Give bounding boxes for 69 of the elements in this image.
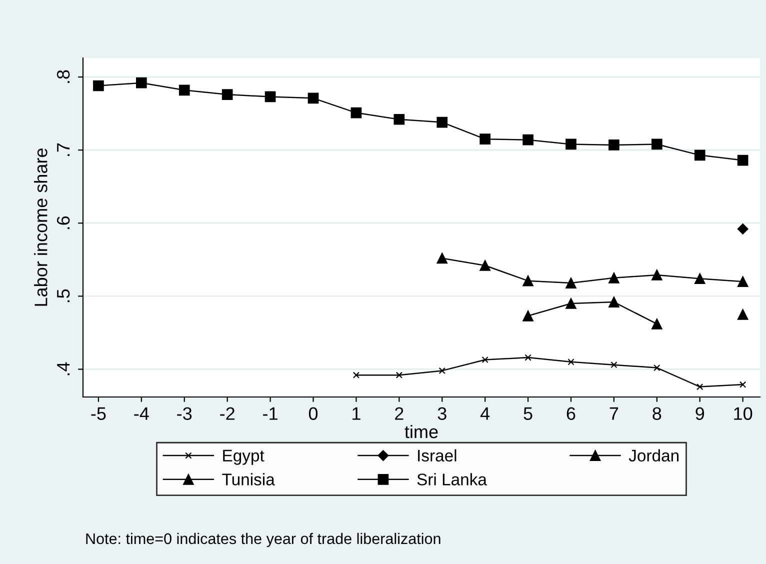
point <box>608 272 620 284</box>
point <box>436 116 448 128</box>
text: Note: time=0 indicates the year of trade liberalization <box>86 532 440 548</box>
point <box>737 309 748 320</box>
point <box>566 298 576 309</box>
point <box>694 273 706 284</box>
x-tick-label: 1 <box>352 407 360 420</box>
legend-label: Tunisia <box>222 473 275 486</box>
point <box>568 358 574 366</box>
point <box>608 296 620 308</box>
point <box>737 154 748 166</box>
x-tick-label: 5 <box>524 407 532 420</box>
point <box>566 138 576 150</box>
legend-label: Egypt <box>223 450 264 465</box>
point <box>350 107 362 118</box>
legend-label: Sri Lanka <box>417 473 487 486</box>
y-tick-label: .4 <box>57 362 70 376</box>
x-tick-label: -1 <box>263 407 278 420</box>
y-tick-label: .8 <box>56 70 70 83</box>
x-tick-label: 2 <box>395 407 404 420</box>
point <box>93 80 104 92</box>
point <box>654 364 660 372</box>
point <box>308 92 319 104</box>
point <box>651 138 662 150</box>
point <box>739 381 746 388</box>
x-tick-label: -4 <box>134 407 149 420</box>
y-tick-label: .5 <box>57 289 70 302</box>
x-tick-label: -2 <box>220 407 234 420</box>
point <box>610 362 618 368</box>
x-axis-title: time <box>404 424 438 438</box>
x-tick-label: -3 <box>177 407 192 420</box>
x-tick-label: 10 <box>734 407 752 420</box>
point <box>696 383 704 390</box>
x-tick-label: 9 <box>696 407 704 420</box>
point <box>737 223 748 234</box>
point <box>136 77 147 88</box>
point <box>566 278 576 288</box>
point <box>352 372 360 378</box>
point <box>264 91 276 102</box>
point <box>522 310 534 322</box>
point <box>394 114 405 125</box>
point <box>438 367 446 374</box>
point <box>522 275 534 286</box>
point <box>178 84 190 96</box>
x-tick-label: -5 <box>91 407 106 420</box>
point <box>608 140 620 150</box>
point <box>480 260 490 271</box>
point <box>482 356 488 364</box>
y-axis-title: Labor income share <box>34 148 48 306</box>
legend-label: Israel <box>418 449 456 462</box>
point <box>694 150 706 161</box>
y-tick-label: .7 <box>57 143 70 156</box>
y-tick-label: .6 <box>56 216 70 229</box>
x-tick-label: 3 <box>438 407 446 420</box>
point <box>651 318 662 330</box>
legend-label: Jordan <box>628 449 678 462</box>
point <box>480 134 490 145</box>
point <box>436 252 448 264</box>
x-tick-label: 0 <box>308 407 318 420</box>
x-tick-label: 8 <box>652 407 662 420</box>
x-tick-label: 4 <box>480 407 490 420</box>
point <box>651 270 662 280</box>
point <box>396 372 402 378</box>
x-tick-label: 6 <box>566 407 576 420</box>
point <box>522 134 534 146</box>
point <box>737 276 748 287</box>
x-tick-label: 7 <box>610 407 618 420</box>
point <box>222 89 233 100</box>
point <box>524 354 532 361</box>
